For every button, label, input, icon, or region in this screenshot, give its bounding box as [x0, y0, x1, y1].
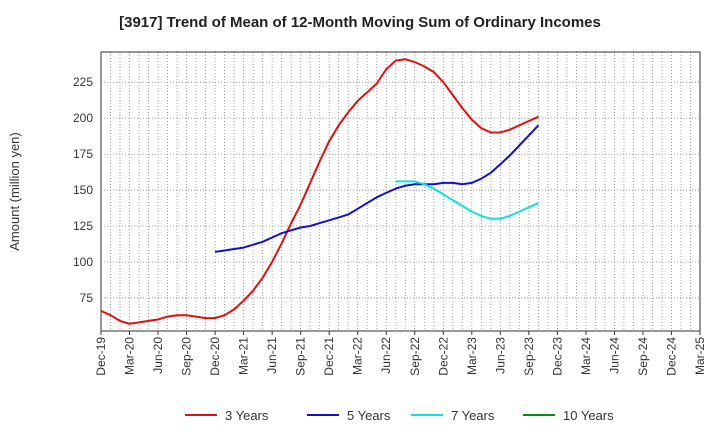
x-tick-label: Mar-22 — [351, 337, 365, 375]
x-tick-label: Dec-21 — [322, 337, 336, 376]
y-tick-label: 150 — [73, 183, 93, 197]
y-tick-label: 200 — [73, 111, 93, 125]
x-tick-label: Dec-20 — [208, 337, 222, 376]
y-tick-label: 100 — [73, 255, 93, 269]
x-tick-label: Jun-20 — [151, 337, 165, 374]
x-tick-label: Sep-24 — [636, 337, 650, 376]
series-lines — [100, 58, 540, 325]
chart-title: [3917] Trend of Mean of 12-Month Moving … — [119, 14, 601, 31]
series-line-5-years — [214, 124, 540, 253]
y-tick-label: 75 — [80, 291, 94, 305]
x-tick-label: Dec-23 — [550, 337, 564, 376]
y-axis-label: Amount (million yen) — [7, 132, 22, 251]
x-tick-label: Sep-22 — [408, 337, 422, 376]
x-tick-label: Mar-24 — [579, 337, 593, 375]
x-tick-label: Jun-23 — [493, 337, 507, 374]
x-tick-label: Mar-23 — [465, 337, 479, 375]
legend: 3 Years 5 Years 7 Years 10 Years — [185, 408, 614, 423]
x-tick-label: Sep-23 — [522, 337, 536, 376]
x-tick-label: Mar-21 — [237, 337, 251, 375]
axes: 75 100 125 150 175 200 225 Dec-19 Mar-20 Jun-20 Se… — [7, 51, 707, 376]
x-tick-label: Mar-20 — [123, 337, 137, 375]
x-tick-label: Dec-24 — [664, 337, 678, 376]
x-tick-label: Jun-22 — [379, 337, 393, 374]
plot-area — [101, 52, 700, 331]
y-tick-label: 175 — [73, 147, 93, 161]
x-tick-label: Sep-21 — [294, 337, 308, 376]
legend-label: 7 Years — [451, 408, 495, 423]
x-tick-label: Sep-20 — [180, 337, 194, 376]
x-tick-label: Dec-19 — [94, 337, 108, 376]
legend-label: 3 Years — [225, 408, 269, 423]
series-line-7-years — [395, 180, 539, 220]
x-tick-label: Jun-24 — [607, 337, 621, 374]
legend-label: 10 Years — [563, 408, 614, 423]
legend-label: 5 Years — [347, 408, 391, 423]
series-line-3-years — [100, 58, 539, 325]
plot-border — [100, 51, 701, 332]
x-tick-label: Mar-25 — [693, 337, 707, 375]
grid — [101, 52, 700, 331]
x-tick-label: Dec-22 — [436, 337, 450, 376]
y-tick-label: 225 — [73, 75, 93, 89]
x-tick-label: Jun-21 — [265, 337, 279, 374]
y-tick-label: 125 — [73, 219, 93, 233]
